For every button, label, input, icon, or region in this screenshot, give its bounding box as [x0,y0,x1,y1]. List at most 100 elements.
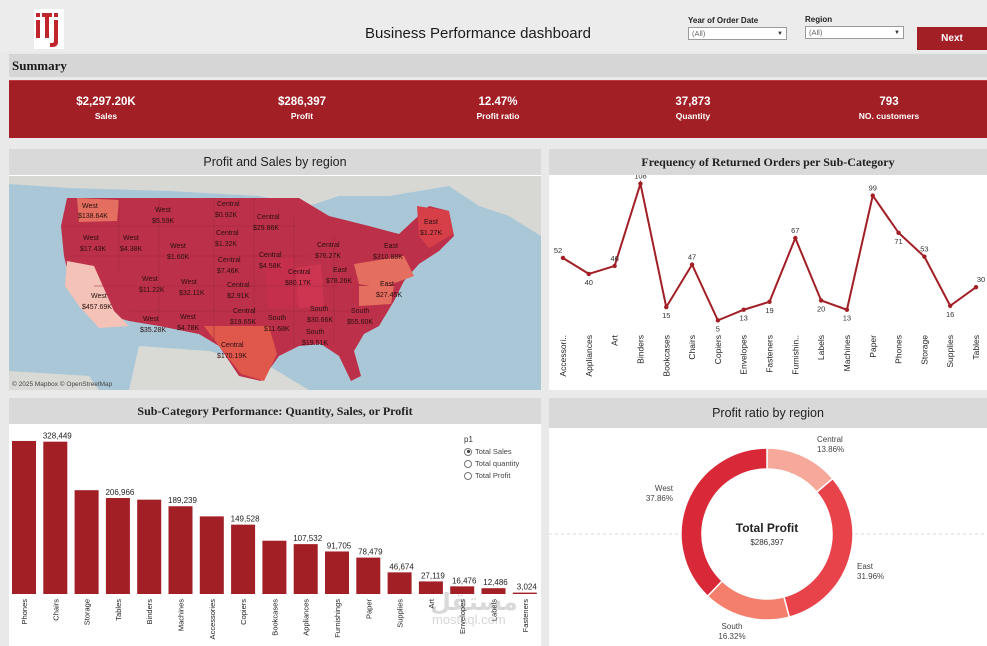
returns-point[interactable] [896,230,901,235]
region-filter-dropdown[interactable]: (All) ▼ [805,26,904,39]
map-label-region: Central [218,257,241,264]
bar-category-label: Storage [83,599,92,625]
slice-value-label: 37.86% [646,494,673,503]
year-filter-dropdown[interactable]: (All) ▼ [688,27,787,40]
us-region-map[interactable]: West $138.64K West $5.59K Central $0.92K… [9,176,541,390]
subcategory-bar-chart[interactable]: Phones 328,449 Chairs Storage 206,966 Tables B… [9,424,541,646]
slice-name-label: Central [817,435,843,444]
map-label-region: Central [317,242,340,249]
radio-selected-icon [464,447,472,456]
map-label-value: $11.22K [139,287,165,294]
subcategory-bar[interactable] [74,490,99,594]
bar-value-label: 12,486 [483,578,508,587]
returns-point[interactable] [612,263,617,269]
chevron-down-icon: ▼ [894,29,900,36]
map-attribution: © 2025 Mapbox © OpenStreetMap [12,380,113,388]
map-label-value: $457.69K [82,304,112,311]
next-button[interactable]: Next [917,27,987,50]
subcategory-bar[interactable] [356,557,381,594]
returns-data-label: 13 [843,314,851,323]
subcategory-bar[interactable] [450,586,475,594]
returns-point[interactable] [922,254,927,259]
bar-value-label: 3,024 [517,583,538,592]
kpi-label: Quantity [675,111,711,121]
returns-category-label: Furnishin.. [790,335,800,375]
donut-slice[interactable] [680,447,768,598]
bar-category-label: Paper [364,598,373,619]
subcategory-bar[interactable] [199,516,224,594]
returns-category-label: Accessori.. [558,335,568,377]
option-total-quantity[interactable]: Total quantity [464,459,519,468]
map-label-value: $1.27K [420,230,443,237]
option-total-profit[interactable]: Total Profit [464,471,519,480]
subcategory-bar[interactable] [168,506,193,594]
returns-point[interactable] [715,318,721,323]
subcategory-bar[interactable] [293,544,318,594]
returns-point[interactable] [664,304,669,310]
region-filter-label: Region [805,15,833,24]
subcategory-bar[interactable] [231,524,256,594]
map-label-region: West [170,243,186,250]
subcategory-bar[interactable] [262,540,287,594]
map-label-region: West [123,235,139,242]
bar-value-label: 189,239 [168,496,197,505]
year-filter-label: Year of Order Date [688,16,759,25]
returns-point[interactable] [767,299,772,304]
returns-data-label: 30 [977,275,985,284]
returns-point[interactable] [844,307,850,312]
map-panel: Profit and Sales by region We [9,149,541,390]
subcategory-bar[interactable] [512,592,537,594]
map-label-value: $32.11K [179,290,205,297]
returns-point[interactable] [973,284,979,290]
returns-point[interactable] [947,303,953,308]
map-label-region: West [143,316,159,323]
kpi-value: $286,397 [278,96,326,108]
subcategory-bar[interactable] [325,551,349,594]
subcategory-bar[interactable] [137,499,162,594]
returns-point[interactable] [638,181,643,186]
map-label-value: $5.59K [152,218,175,225]
map-label-value: $29.86K [253,225,279,232]
returns-line-chart[interactable]: 52 Accessori.. 40 Appliances 46 Art 108 Binders… [549,175,987,390]
returns-data-label: 20 [817,304,825,313]
map-label-region: West [142,276,158,283]
subcategory-bar[interactable] [387,572,412,594]
map-label-region: South [310,306,328,313]
bar-category-label: Envelopes [458,599,467,634]
returns-point[interactable] [689,262,695,267]
metric-parameter: p1 Total Sales Total quantity Total Prof… [464,435,519,480]
returns-point[interactable] [560,255,566,261]
kpi-label: Profit [290,111,314,121]
subcategory-bar[interactable] [481,588,506,594]
map-label-region: East [424,219,438,226]
returns-point[interactable] [818,298,824,303]
returns-point[interactable] [741,307,746,312]
map-label-region: Central [221,342,244,349]
map-label-region: West [83,235,99,242]
returns-category-label: Binders [635,335,645,364]
bar-category-label: Art [427,598,436,609]
subcategory-bar[interactable] [12,440,36,594]
returns-point[interactable] [793,235,798,241]
slice-name-label: West [655,484,674,493]
center-value: $286,397 [750,538,784,547]
subcategory-title: Sub-Category Performance: Quantity, Sale… [9,398,541,424]
year-filter-value: (All) [692,29,706,38]
returns-point[interactable] [586,271,592,277]
bar-category-label: Furnishings [333,599,342,638]
bar-category-label: Phones [20,599,29,625]
kpi-label: NO. customers [858,111,920,121]
returns-point[interactable] [870,193,875,198]
subcategory-bar[interactable] [418,581,443,594]
map-label-value: $138.64K [78,213,108,220]
radio-empty-icon [464,459,472,468]
option-label: Total quantity [475,459,520,468]
bar-category-label: Chairs [51,599,60,621]
bar-value-label: 27,119 [421,571,445,580]
map-label-region: East [384,243,398,250]
subcategory-bar[interactable] [43,441,68,594]
subcategory-bar[interactable] [105,498,130,594]
bar-category-label: Binders [145,599,154,625]
option-total-sales[interactable]: Total Sales [464,447,519,456]
